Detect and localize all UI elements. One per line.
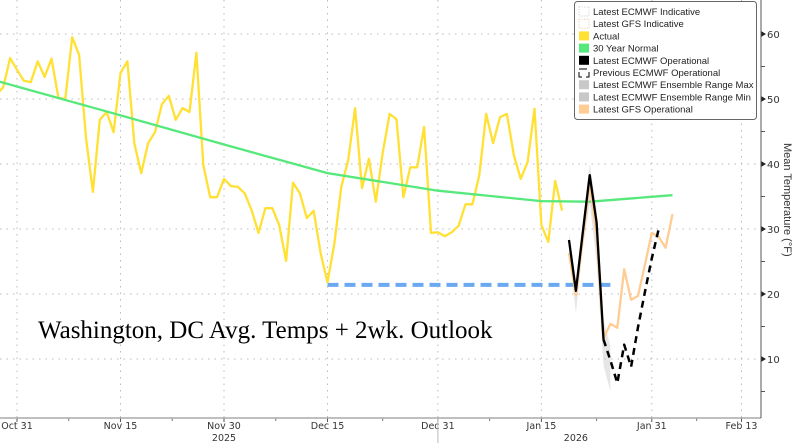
previous-ecmwf-operational-line: [602, 228, 660, 385]
chart-title: Washington, DC Avg. Temps + 2wk. Outlook: [38, 317, 493, 344]
legend-label: Latest ECMWF Ensemble Range Min: [593, 92, 751, 103]
x-tick-label: Nov 30: [207, 421, 241, 432]
legend-swatch: [579, 43, 589, 53]
legend-label: Latest GFS Operational: [593, 105, 693, 116]
30-year-normal-line: [0, 80, 673, 203]
legend-box: [574, 1, 757, 120]
legend-swatch: [578, 6, 590, 17]
legend-label: Latest ECMWF Ensemble Range Max: [593, 80, 754, 91]
y-tick: [761, 356, 766, 362]
legend-label: Previous ECMWF Operational: [593, 68, 720, 79]
series-lines: [0, 36, 674, 385]
legend-swatch: [579, 55, 589, 65]
y-tick: [761, 31, 766, 37]
x-tick-label: Dec 15: [311, 421, 345, 432]
legend-label: Latest ECMWF Indicative: [593, 7, 700, 18]
y-tick-label: 40: [767, 160, 780, 171]
legend-swatch: [579, 31, 589, 41]
legend-swatch: [578, 68, 590, 78]
legend-swatch: [579, 92, 589, 102]
legend-swatch: [579, 104, 589, 114]
legend-label: Latest GFS Indicative: [593, 19, 684, 30]
legend-label: Actual: [593, 31, 619, 42]
legend-label: 30 Year Normal: [593, 44, 658, 55]
legend-swatch: [578, 18, 590, 29]
y-tick: [761, 291, 766, 297]
legend-swatch: [579, 80, 589, 90]
latest-ecmwf-operational-line: [567, 173, 605, 340]
y-tick-label: 50: [767, 95, 780, 106]
x-tick-label: Jan 15: [526, 421, 557, 432]
x-tick-label: Jan 31: [636, 421, 667, 432]
y-axis-label: Mean Temperature (°F): [781, 143, 793, 257]
year-label: 2026: [564, 433, 588, 443]
year-label: 2025: [212, 433, 236, 443]
y-tick: [761, 96, 766, 102]
latest-gfs-operational-line: [567, 181, 674, 340]
x-tick-label: Oct 31: [1, 421, 33, 432]
y-tick-label: 20: [767, 290, 780, 301]
y-tick: [761, 226, 766, 232]
y-tick-label: 60: [767, 30, 780, 41]
y-tick-label: 30: [767, 225, 780, 236]
legend-label: Latest ECMWF Operational: [593, 56, 709, 67]
y-tick: [761, 161, 766, 167]
x-tick-label: Feb 13: [726, 421, 758, 432]
y-tick-label: 10: [767, 355, 780, 366]
x-tick-label: Nov 15: [104, 421, 138, 432]
